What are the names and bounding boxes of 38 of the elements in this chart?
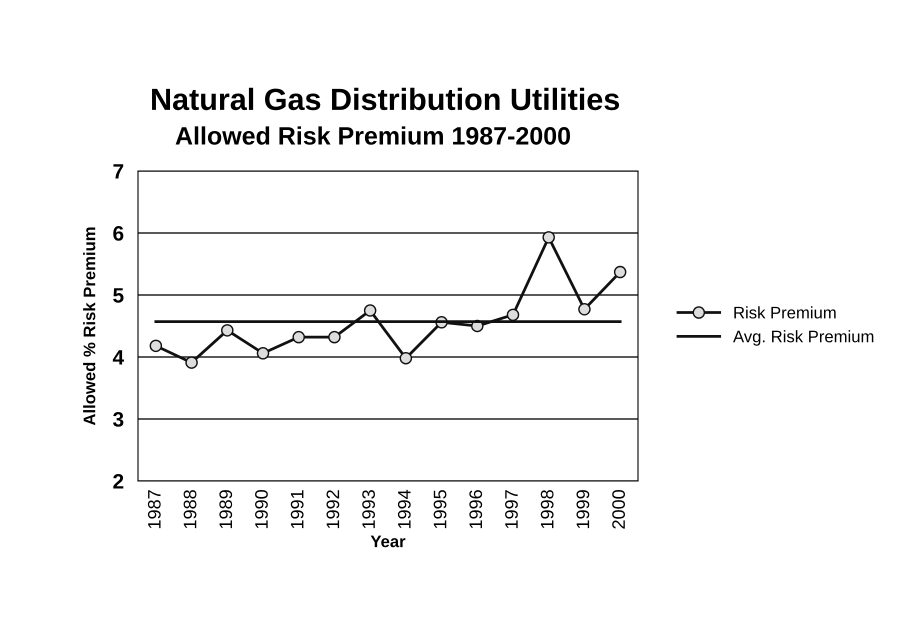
x-tick-label: 1998	[540, 490, 554, 528]
x-axis-title: Year	[370, 536, 406, 548]
point	[364, 304, 376, 317]
x-tick-label: 1991	[290, 490, 304, 528]
x-tick-label: 1989	[219, 490, 232, 528]
legend-label: Avg. Risk Premium	[733, 330, 874, 346]
chart-subtitle: Allowed Risk Premium 1987-2000	[176, 126, 570, 145]
point	[506, 308, 520, 322]
x-tick-label: 1993	[362, 490, 375, 528]
point	[614, 266, 626, 278]
point	[221, 324, 234, 337]
x-tick-label: 1990	[255, 490, 268, 528]
y-tick-label: 2	[113, 474, 124, 489]
point	[400, 352, 412, 364]
point	[256, 347, 270, 360]
y-tick-label: 5	[113, 288, 124, 303]
point	[578, 303, 591, 316]
point	[150, 340, 162, 352]
y-tick-label: 3	[113, 412, 124, 427]
x-tick-label: 1997	[505, 490, 518, 528]
x-tick-label: 1988	[184, 490, 196, 528]
x-tick-label: 1995	[434, 490, 446, 528]
y-axis-title: Allowed % Risk Premium	[83, 227, 96, 426]
y-tick-label: 7	[113, 164, 124, 179]
point	[328, 330, 341, 344]
x-tick-label: 1999	[576, 490, 590, 528]
chart-title: Natural Gas Distribution Utilities	[152, 88, 620, 110]
x-tick-label: 1994	[398, 490, 411, 528]
point	[292, 330, 305, 344]
point	[185, 356, 198, 369]
y-tick-label: 6	[113, 226, 124, 241]
y-tick-label: 4	[112, 350, 124, 365]
legend-label: Risk Premium	[734, 306, 836, 319]
x-tick-label: 1992	[326, 490, 340, 528]
point	[542, 231, 555, 244]
x-tick-label: 1987	[148, 490, 161, 528]
x-tick-label: 2000	[612, 490, 625, 529]
x-tick-label: 1996	[469, 490, 482, 528]
